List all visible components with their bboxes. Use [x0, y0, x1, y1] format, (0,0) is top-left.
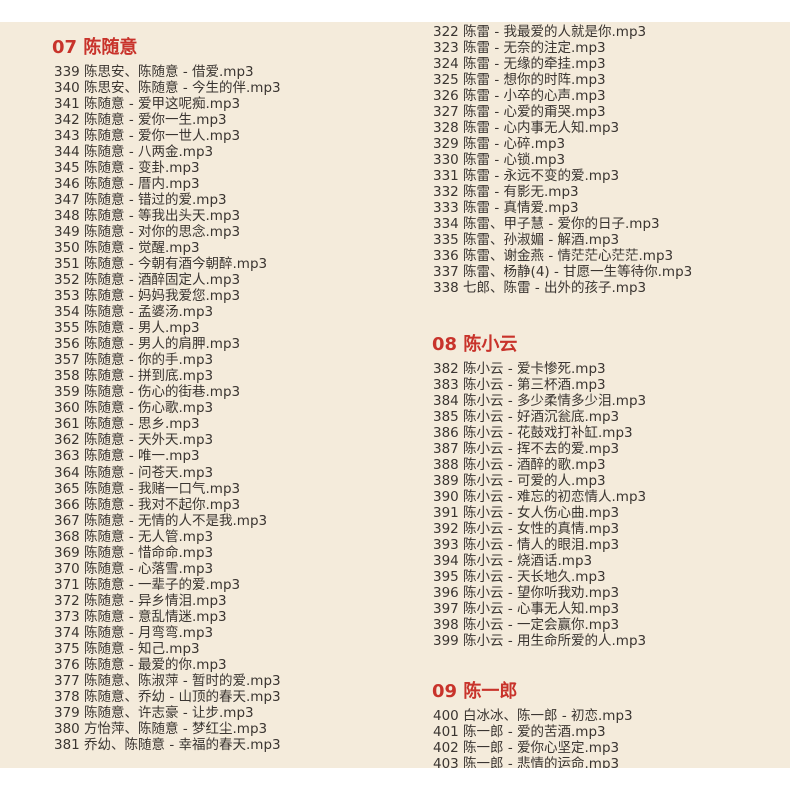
file-item: 347 陈随意 - 错过的爱.mp3: [54, 192, 227, 209]
file-item: 363 陈随意 - 唯一.mp3: [54, 448, 200, 465]
file-item: 332 陈雷 - 有影无.mp3: [433, 184, 579, 201]
file-item: 396 陈小云 - 望你听我劝.mp3: [433, 585, 620, 602]
file-item: 351 陈随意 - 今朝有酒今朝醉.mp3: [54, 256, 268, 273]
file-item: 354 陈随意 - 孟婆汤.mp3: [54, 304, 214, 321]
file-item: 337 陈雷、杨静(4) - 甘愿一生等待你.mp3: [433, 264, 693, 281]
file-item: 326 陈雷 - 小卒的心声.mp3: [433, 88, 606, 105]
file-item: 352 陈随意 - 酒醉固定人.mp3: [54, 272, 241, 289]
file-item: 393 陈小云 - 情人的眼泪.mp3: [433, 537, 620, 554]
file-item: 324 陈雷 - 无缘的牵挂.mp3: [433, 56, 606, 73]
file-item: 338 七郎、陈雷 - 出外的孩子.mp3: [433, 280, 647, 297]
file-item: 348 陈随意 - 等我出头天.mp3: [54, 208, 241, 225]
file-item: 327 陈雷 - 心爱的甭哭.mp3: [433, 104, 606, 121]
file-item: 346 陈随意 - 厝内.mp3: [54, 176, 200, 193]
file-item: 367 陈随意 - 无情的人不是我.mp3: [54, 512, 268, 529]
file-item: 344 陈随意 - 八两金.mp3: [54, 144, 214, 161]
file-item: 392 陈小云 - 女性的真情.mp3: [433, 521, 620, 538]
file-item: 384 陈小云 - 多少柔情多少泪.mp3: [433, 393, 647, 410]
file-item: 389 陈小云 - 可爱的人.mp3: [433, 473, 606, 490]
file-item: 343 陈随意 - 爱你一世人.mp3: [54, 128, 241, 145]
file-item: 374 陈随意 - 月弯弯.mp3: [54, 624, 214, 641]
file-item: 325 陈雷 - 想你的时阵.mp3: [433, 72, 606, 89]
file-item: 328 陈雷 - 心内事无人知.mp3: [433, 120, 620, 137]
section-title: 09 陈一郎: [432, 681, 518, 702]
file-item: 322 陈雷 - 我最爱的人就是你.mp3: [433, 24, 647, 40]
file-item: 342 陈随意 - 爱你一生.mp3: [54, 112, 227, 129]
file-item: 390 陈小云 - 难忘的初恋情人.mp3: [433, 489, 647, 506]
file-item: 336 陈雷、谢金燕 - 情茫茫心茫茫.mp3: [433, 248, 674, 265]
file-item: 341 陈随意 - 爱甲这呢痴.mp3: [54, 96, 241, 113]
file-item: 350 陈随意 - 觉醒.mp3: [54, 240, 200, 257]
file-item: 333 陈雷 - 真情爱.mp3: [433, 200, 579, 217]
file-item: 365 陈随意 - 我赌一口气.mp3: [54, 480, 241, 497]
file-item: 370 陈随意 - 心落雪.mp3: [54, 560, 214, 577]
file-item: 345 陈随意 - 变卦.mp3: [54, 160, 200, 177]
file-item: 360 陈随意 - 伤心歌.mp3: [54, 400, 214, 417]
file-item: 398 陈小云 - 一定会赢你.mp3: [433, 617, 620, 634]
file-item: 380 方怡萍、陈随意 - 梦红尘.mp3: [54, 720, 268, 737]
file-item: 402 陈一郎 - 爱你心坚定.mp3: [433, 740, 620, 757]
file-item: 357 陈随意 - 你的手.mp3: [54, 352, 214, 369]
file-item: 395 陈小云 - 天长地久.mp3: [433, 569, 606, 586]
file-item: 379 陈随意、许志豪 - 让步.mp3: [54, 704, 254, 721]
file-item: 349 陈随意 - 对你的思念.mp3: [54, 224, 241, 241]
file-item: 369 陈随意 - 惜命命.mp3: [54, 544, 214, 561]
file-item: 368 陈随意 - 无人管.mp3: [54, 528, 214, 545]
file-item: 339 陈思安、陈随意 - 借爱.mp3: [54, 64, 254, 80]
file-item: 388 陈小云 - 酒醉的歌.mp3: [433, 457, 606, 474]
file-item: 334 陈雷、甲子慧 - 爱你的日子.mp3: [433, 216, 660, 233]
file-item: 353 陈随意 - 妈妈我爱您.mp3: [54, 288, 241, 305]
file-item: 386 陈小云 - 花鼓戏打补缸.mp3: [433, 425, 633, 442]
file-item: 364 陈随意 - 问苍天.mp3: [54, 464, 214, 481]
file-item: 376 陈随意 - 最爱的你.mp3: [54, 656, 227, 673]
file-item: 362 陈随意 - 天外天.mp3: [54, 432, 214, 449]
file-item: 377 陈随意、陈淑萍 - 暂时的爱.mp3: [54, 672, 281, 689]
file-item: 340 陈思安、陈随意 - 今生的伴.mp3: [54, 80, 281, 97]
file-item: 383 陈小云 - 第三杯酒.mp3: [433, 377, 606, 394]
file-item: 366 陈随意 - 我对不起你.mp3: [54, 496, 241, 513]
file-item: 356 陈随意 - 男人的肩胛.mp3: [54, 336, 241, 353]
file-item: 387 陈小云 - 挥不去的爱.mp3: [433, 441, 620, 458]
file-item: 403 陈一郎 - 悲情的运命.mp3: [433, 756, 620, 768]
file-item: 359 陈随意 - 伤心的街巷.mp3: [54, 384, 241, 401]
file-item: 401 陈一郎 - 爱的苦酒.mp3: [433, 724, 606, 741]
page: 07 陈随意 339 陈思安、陈随意 - 借爱.mp3 340 陈思安、陈随意 - …: [0, 22, 790, 768]
file-item: 330 陈雷 - 心锁.mp3: [433, 152, 566, 169]
file-item: 361 陈随意 - 思乡.mp3: [54, 416, 200, 433]
file-item: 391 陈小云 - 女人伤心曲.mp3: [433, 505, 620, 522]
file-item: 335 陈雷、孙淑媚 - 解酒.mp3: [433, 232, 620, 249]
file-item: 358 陈随意 - 拼到底.mp3: [54, 368, 214, 385]
file-item: 323 陈雷 - 无奈的注定.mp3: [433, 40, 606, 57]
section-title: 08 陈小云: [432, 334, 518, 355]
file-item: 371 陈随意 - 一辈子的爱.mp3: [54, 576, 241, 593]
file-item: 375 陈随意 - 知己.mp3: [54, 640, 200, 657]
file-item: 400 白冰冰、陈一郎 - 初恋.mp3: [433, 708, 633, 724]
file-item: 355 陈随意 - 男人.mp3: [54, 320, 200, 337]
section-title: 07 陈随意: [52, 37, 138, 58]
file-item: 399 陈小云 - 用生命所爱的人.mp3: [433, 633, 647, 650]
file-item: 397 陈小云 - 心事无人知.mp3: [433, 601, 620, 618]
file-item: 331 陈雷 - 永远不变的爱.mp3: [433, 168, 620, 185]
file-item: 329 陈雷 - 心碎.mp3: [433, 136, 566, 153]
file-item: 382 陈小云 - 爱卡惨死.mp3: [433, 361, 606, 377]
file-item: 394 陈小云 - 烧酒话.mp3: [433, 553, 593, 570]
file-item: 381 乔幼、陈随意 - 幸福的春天.mp3: [54, 736, 281, 753]
file-item: 385 陈小云 - 好酒沉瓮底.mp3: [433, 409, 620, 426]
file-item: 373 陈随意 - 意乱情迷.mp3: [54, 608, 227, 625]
file-item: 372 陈随意 - 异乡情泪.mp3: [54, 592, 227, 609]
file-item: 378 陈随意、乔幼 - 山顶的春天.mp3: [54, 688, 281, 705]
